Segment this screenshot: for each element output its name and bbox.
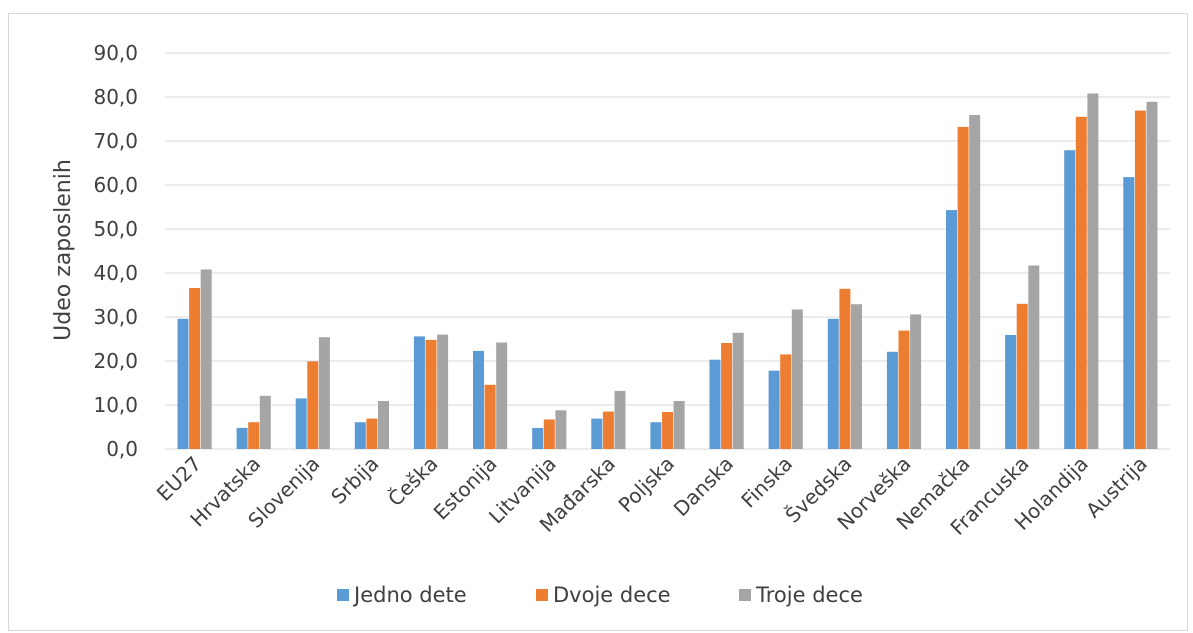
gridlines bbox=[165, 52, 1170, 450]
bar bbox=[543, 419, 555, 449]
x-tick-label: Austrija bbox=[1081, 452, 1152, 523]
y-tick-label: 10,0 bbox=[93, 393, 138, 417]
legend-swatch bbox=[739, 589, 751, 601]
bar bbox=[484, 384, 496, 449]
bar bbox=[366, 418, 378, 449]
bar bbox=[177, 318, 189, 449]
y-axis-title: Udeo zaposlenih bbox=[51, 159, 76, 341]
bar bbox=[839, 288, 851, 449]
bar bbox=[957, 126, 969, 450]
bar bbox=[650, 422, 662, 449]
bar bbox=[354, 422, 366, 449]
bar bbox=[1028, 265, 1040, 449]
bar bbox=[437, 334, 449, 449]
x-tick-label: Danska bbox=[669, 452, 738, 521]
bar bbox=[1064, 150, 1076, 449]
bar bbox=[969, 115, 981, 449]
bar bbox=[532, 427, 544, 449]
bar bbox=[1087, 93, 1099, 449]
bar bbox=[662, 412, 673, 449]
bar bbox=[709, 359, 721, 449]
bar bbox=[1146, 101, 1158, 450]
bar bbox=[1075, 116, 1087, 450]
bar bbox=[602, 411, 614, 449]
bar bbox=[248, 422, 260, 449]
legend-swatch bbox=[536, 589, 548, 601]
bar bbox=[614, 390, 626, 449]
bar bbox=[732, 332, 744, 449]
y-tick-label: 30,0 bbox=[93, 305, 138, 329]
bar bbox=[780, 354, 792, 449]
x-tick-label: EU27 bbox=[152, 452, 206, 506]
bar bbox=[886, 351, 898, 449]
x-tick-label: Srbija bbox=[326, 452, 383, 509]
y-axis-ticks: 0,0 10,0 20,0 30,0 40,0 50,0 60,0 70,0 80,0 90,0 bbox=[93, 41, 138, 461]
bar bbox=[1016, 303, 1028, 449]
bar bbox=[768, 370, 780, 449]
bar bbox=[898, 330, 910, 449]
x-tick-label: Poljska bbox=[614, 452, 679, 517]
y-tick-label: 70,0 bbox=[93, 129, 138, 153]
y-tick-label: 40,0 bbox=[93, 261, 138, 285]
legend: Jedno dete Dvoje dece Troje dece bbox=[337, 583, 863, 607]
bar bbox=[1005, 335, 1017, 449]
legend-swatch bbox=[337, 589, 349, 601]
y-tick-label: 80,0 bbox=[93, 85, 138, 109]
legend-label: Jedno dete bbox=[352, 583, 467, 607]
bar bbox=[1123, 177, 1135, 449]
bar bbox=[378, 401, 389, 449]
legend-label: Troje dece bbox=[755, 583, 863, 607]
bar bbox=[295, 398, 307, 449]
y-tick-label: 60,0 bbox=[93, 173, 138, 197]
bar bbox=[318, 337, 330, 449]
bar bbox=[473, 350, 484, 449]
bar bbox=[259, 395, 271, 449]
bar bbox=[200, 269, 212, 449]
bar bbox=[555, 410, 567, 449]
bar bbox=[946, 210, 957, 449]
bar bbox=[425, 339, 437, 449]
bar bbox=[189, 288, 201, 449]
y-tick-label: 50,0 bbox=[93, 217, 138, 241]
y-tick-label: 20,0 bbox=[93, 349, 138, 373]
bar bbox=[791, 309, 803, 449]
bar bbox=[591, 418, 603, 449]
y-tick-label: 0,0 bbox=[106, 437, 138, 461]
bars bbox=[177, 93, 1158, 450]
bar bbox=[827, 318, 839, 449]
bar bbox=[413, 336, 425, 449]
bar bbox=[721, 343, 733, 449]
bar bbox=[910, 314, 922, 449]
bar bbox=[1134, 110, 1146, 449]
bar bbox=[496, 342, 508, 449]
bar bbox=[307, 361, 319, 449]
legend-label: Dvoje dece bbox=[553, 583, 671, 607]
y-tick-label: 90,0 bbox=[93, 41, 138, 65]
bar bbox=[851, 304, 862, 449]
bar bbox=[673, 401, 685, 449]
bar bbox=[236, 427, 248, 449]
